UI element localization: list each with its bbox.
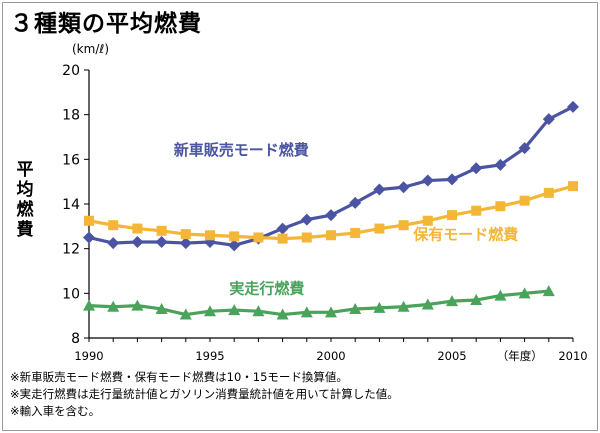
data-point-marker — [253, 232, 264, 243]
series-label: 新車販売モード燃費 — [174, 141, 309, 159]
data-point-marker — [107, 300, 120, 312]
data-point-marker — [83, 231, 95, 244]
y-tick-label: 16 — [62, 152, 80, 168]
data-point-marker — [397, 181, 410, 194]
y-tick-label: 18 — [62, 108, 80, 124]
data-point-marker — [276, 308, 289, 320]
y-tick-label: 14 — [62, 197, 80, 213]
data-point-marker — [277, 233, 288, 244]
data-point-marker — [494, 158, 507, 171]
y-axis-label: 平均燃費 — [16, 160, 34, 240]
footnote-3: ※輸入車を含む。 — [10, 404, 101, 418]
data-point-marker — [84, 215, 94, 226]
data-point-marker — [180, 229, 191, 240]
y-tick-label: 8 — [71, 331, 80, 347]
data-point-marker — [252, 305, 265, 317]
y-axis-unit: (km/ℓ) — [72, 42, 110, 56]
footnotes: ※新車販売モード燃費・保有モード燃費は10・15モード換算値。 ※実走行燃費は走… — [10, 369, 399, 420]
y-tick-label: 12 — [62, 242, 80, 258]
series-label: 保有モード燃費 — [412, 226, 518, 244]
x-tick-label: 2005 — [437, 349, 466, 363]
data-point-marker — [228, 304, 241, 316]
data-point-marker — [83, 299, 95, 311]
footnote-2: ※実走行燃費は走行量統計値とガソリン消費量統計値を用いて計算した値。 — [10, 387, 399, 401]
data-point-marker — [567, 100, 579, 113]
data-point-marker — [349, 302, 362, 314]
data-point-marker — [398, 220, 409, 231]
data-point-marker — [543, 187, 554, 198]
data-point-marker — [205, 230, 215, 241]
data-point-marker — [155, 302, 168, 314]
data-point-marker — [470, 294, 483, 306]
data-point-marker — [204, 305, 216, 317]
data-point-marker — [326, 230, 336, 241]
data-point-marker — [495, 201, 506, 212]
data-point-marker — [397, 300, 410, 312]
x-tick-label: 2000 — [316, 349, 345, 363]
x-tick-label: 1990 — [74, 349, 103, 363]
y-tick-label: 10 — [62, 286, 80, 302]
data-point-marker — [276, 222, 289, 235]
data-point-marker — [132, 223, 143, 234]
data-point-marker — [325, 306, 337, 318]
data-point-marker — [421, 174, 434, 187]
data-point-marker — [131, 235, 144, 248]
data-point-marker — [421, 298, 434, 310]
data-point-marker — [373, 183, 386, 196]
series-label: 実走行燃費 — [229, 279, 304, 297]
y-tick-label: 20 — [62, 63, 80, 79]
series-line — [88, 289, 549, 317]
data-point-marker — [446, 295, 458, 307]
data-point-marker — [155, 235, 168, 248]
data-point-marker — [228, 239, 241, 252]
data-point-marker — [300, 213, 313, 226]
data-point-marker — [350, 228, 361, 239]
data-point-marker — [179, 237, 192, 250]
x-tick-label: 1995 — [195, 349, 224, 363]
data-point-marker — [519, 195, 530, 206]
data-point-marker — [229, 231, 240, 242]
data-point-marker — [373, 301, 386, 313]
data-point-marker — [470, 162, 483, 175]
data-point-marker — [374, 223, 385, 234]
chart-title: ３種類の平均燃費 — [10, 11, 202, 37]
data-point-marker — [518, 287, 531, 299]
data-point-marker — [156, 225, 167, 236]
x-tick-label: 2010 — [558, 349, 587, 363]
data-point-marker — [542, 113, 555, 126]
data-point-marker — [300, 306, 313, 318]
data-point-marker — [325, 209, 337, 222]
data-point-marker — [422, 215, 433, 226]
data-point-marker — [518, 142, 531, 155]
footnote-1: ※新車販売モード燃費・保有モード燃費は10・15モード換算値。 — [10, 370, 348, 384]
data-point-marker — [568, 181, 578, 192]
data-point-marker — [301, 232, 312, 243]
data-point-marker — [542, 285, 555, 297]
data-point-marker — [447, 210, 457, 221]
data-point-marker — [446, 173, 458, 186]
data-point-marker — [494, 289, 507, 301]
x-unit-label: （年度） — [497, 349, 543, 363]
series-line — [88, 105, 574, 247]
data-point-marker — [471, 205, 482, 216]
data-point-marker — [131, 299, 144, 311]
data-point-marker — [107, 237, 120, 250]
data-point-marker — [349, 196, 362, 209]
data-point-marker — [179, 308, 192, 320]
data-point-marker — [108, 220, 119, 231]
